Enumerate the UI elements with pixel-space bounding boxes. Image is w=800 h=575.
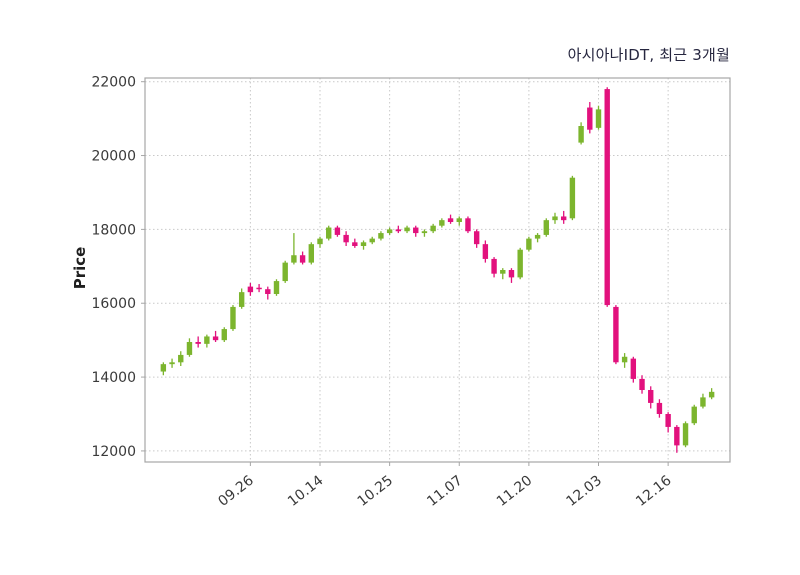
candle-body-up [621,356,628,363]
x-tick-label: 11.20 [494,473,535,510]
candle-body-down [560,216,567,221]
y-tick-label: 20000 [91,149,136,165]
candle-body-down [212,336,219,341]
candle-body-up [430,225,436,232]
candle-body-up [708,391,715,398]
candle-body-up [186,342,193,355]
candle-body-down [195,342,201,344]
y-tick-label: 22000 [91,75,136,91]
candle-body-down [473,231,480,245]
candle-body-down [656,402,663,414]
candle-body-down [491,258,497,274]
candle-body-down [465,218,471,232]
plot-frame [144,77,731,463]
y-tick-label: 14000 [91,370,136,386]
candle-body-down [604,89,610,306]
candle-body-down [352,242,358,246]
y-tick-label: 16000 [91,296,136,312]
candle-body-up [317,238,323,245]
x-tick-label: 10.25 [355,473,396,510]
candle-body-up [500,270,506,274]
candle-body-down [482,244,489,259]
candle-body-down [265,289,271,294]
candle-body-up [308,244,315,263]
candle-body-up [326,227,332,239]
candle-body-up [456,218,462,222]
candle-body-up [543,220,549,235]
candle-body-up [291,255,297,263]
candle-body-down [395,229,402,232]
x-tick-label: 11.07 [424,473,465,510]
candle-body-up [700,397,706,407]
candle-body-up [386,229,393,234]
candle-body-up [238,292,245,307]
candle-body-up [534,234,541,239]
x-tick-label: 12.03 [564,473,605,510]
x-tick-label: 12.16 [633,472,675,509]
candle-body-up [578,126,584,143]
candle-body-up [552,216,558,221]
candle-body-down [247,286,254,293]
candle-body-up [569,177,576,219]
candle-body-down [299,255,306,263]
candle-body-up [169,362,175,365]
candle-body-up [221,329,227,341]
candle-body-up [230,306,236,330]
candle-body-up [204,336,210,344]
y-tick-label: 12000 [91,444,136,460]
candle-body-down [508,270,515,278]
candle-body-down [256,287,262,290]
candle-body-up [421,231,428,234]
y-tick-label: 18000 [91,222,136,238]
candle-body-up [360,242,367,246]
chart-title: 아시아나IDT, 최근 3개월 [567,46,730,64]
candle-body-up [526,238,532,250]
candle-body-up [282,262,288,282]
candle-body-up [517,249,523,278]
candle-body-down [674,426,680,446]
candle-body-up [439,220,445,226]
candle-body-down [413,227,419,234]
candle-body-down [447,218,454,222]
candle-body-up [595,109,602,128]
candle-body-down [334,227,341,235]
candle-body-down [648,390,654,403]
x-tick-label: 09.26 [215,472,257,509]
candle-body-down [613,306,619,363]
candle-body-up [160,364,167,372]
candle-body-up [273,281,280,294]
candle-body-down [343,234,349,243]
candle-body-down [665,414,671,427]
candle-body-down [639,378,645,390]
candle-body-down [630,358,637,379]
candle-body-up [404,227,410,232]
candle-body-up [378,233,384,239]
candle-body-down [587,107,593,130]
candle-body-up [178,354,184,363]
candle-body-up [682,423,689,446]
candle-body-up [369,238,375,243]
candle-body-up [691,406,697,424]
x-tick-label: 10.14 [285,472,327,509]
